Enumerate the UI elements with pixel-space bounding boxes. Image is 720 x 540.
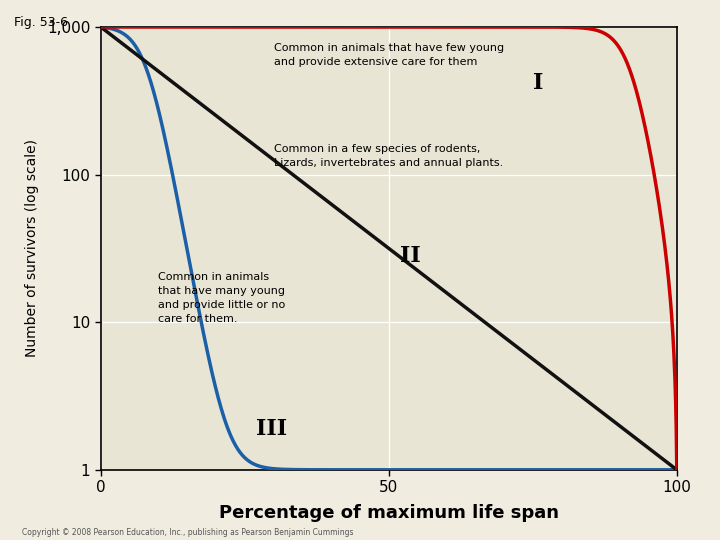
Text: Common in animals that have few young
and provide extensive care for them: Common in animals that have few young an… <box>274 43 504 67</box>
Text: Copyright © 2008 Pearson Education, Inc., publishing as Pearson Benjamin Cumming: Copyright © 2008 Pearson Education, Inc.… <box>22 528 353 537</box>
Y-axis label: Number of survivors (log scale): Number of survivors (log scale) <box>24 139 39 357</box>
X-axis label: Percentage of maximum life span: Percentage of maximum life span <box>219 503 559 522</box>
Text: II: II <box>400 245 421 267</box>
Text: Common in a few species of rodents,
Lizards, invertebrates and annual plants.: Common in a few species of rodents, Liza… <box>274 145 503 168</box>
Text: III: III <box>256 417 287 440</box>
Text: Common in animals
that have many young
and provide little or no
care for them.: Common in animals that have many young a… <box>158 272 286 323</box>
Text: Fig. 53-6: Fig. 53-6 <box>14 16 68 29</box>
Text: I: I <box>533 72 543 93</box>
